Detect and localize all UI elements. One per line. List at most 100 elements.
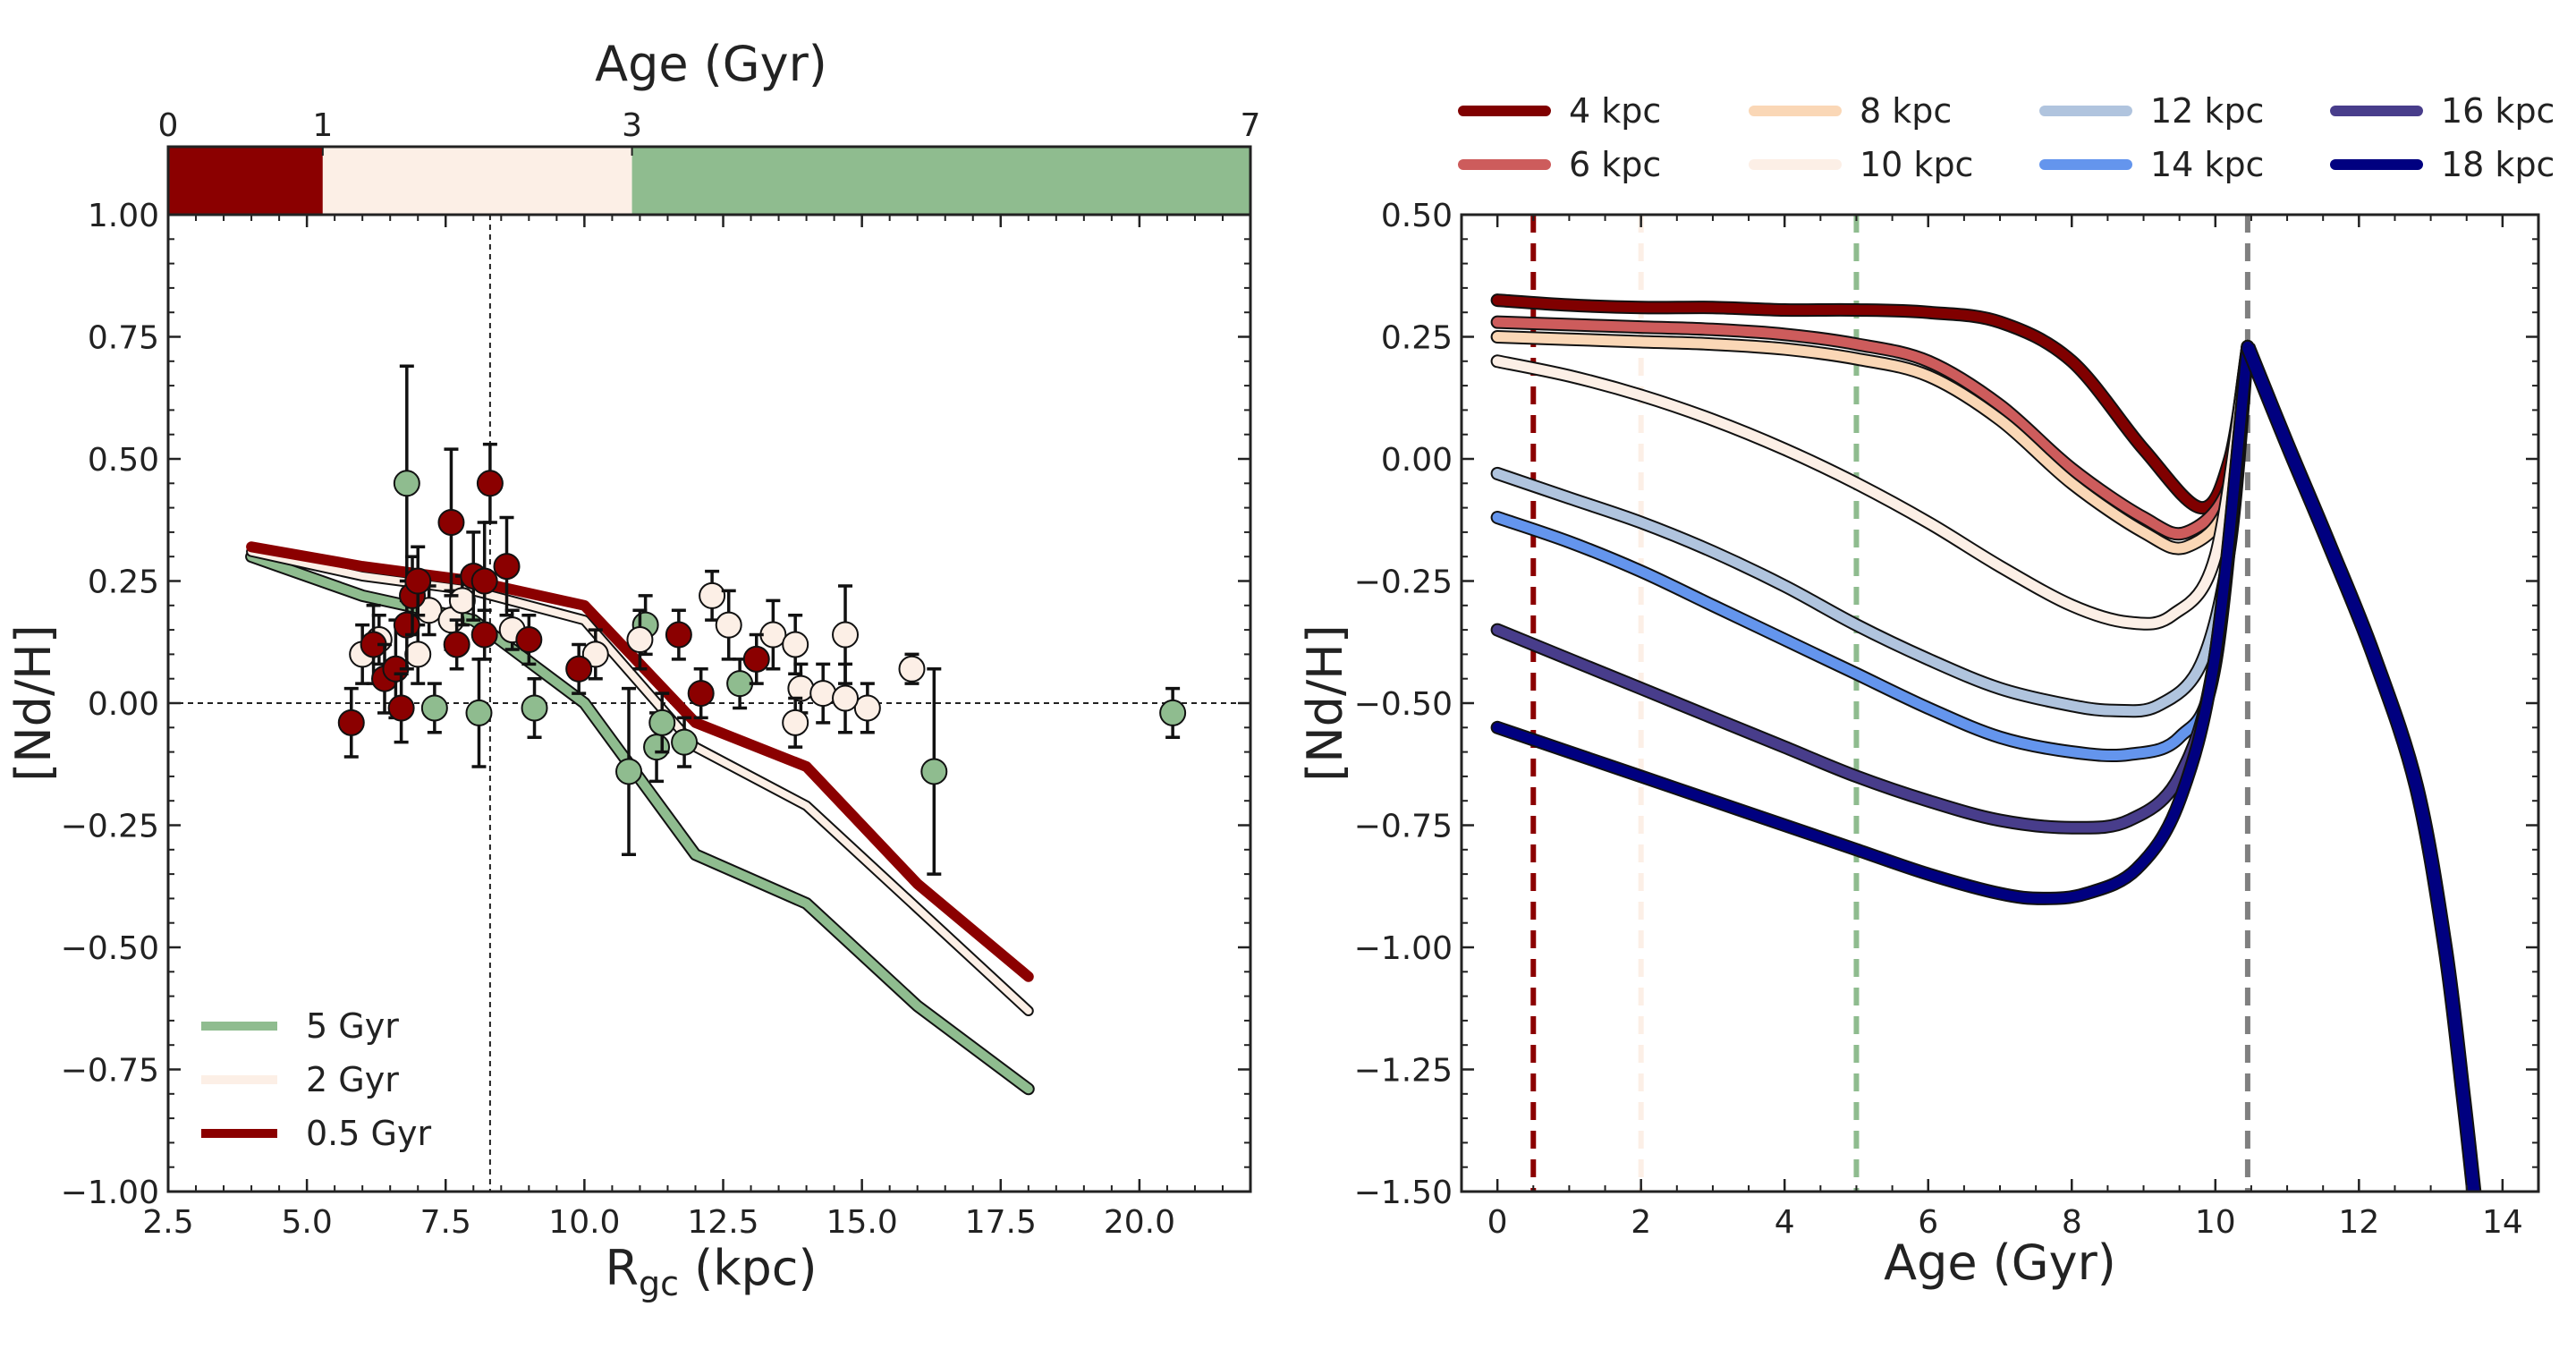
data-point-marker <box>853 694 881 722</box>
x-tick-label: 2.5 <box>142 1204 193 1241</box>
right-panel: 4 kpc 6 kpc 8 kpc 10 kpc 12 kpc 14 kpc 16 kpc 1… <box>1297 91 2555 1291</box>
data-point <box>898 652 926 685</box>
left-axis-ticks: 2.5 5.0 7.5 10.0 12.5 15.0 17.5 20.0 −1.00 −0.75 −… <box>61 198 1251 1241</box>
y-tick-label: −1.00 <box>1354 930 1453 967</box>
data-point-marker <box>648 708 676 736</box>
legend-label: 16 kpc <box>2441 91 2555 131</box>
age-track-line <box>1492 341 2253 904</box>
data-point <box>687 667 715 720</box>
data-point-marker <box>809 680 837 708</box>
legend-label: 18 kpc <box>2441 145 2555 184</box>
y-tick-label: −0.50 <box>61 930 159 967</box>
age-bar-tick-label: 1 <box>312 107 333 144</box>
data-point <box>626 608 654 671</box>
data-point-marker <box>515 626 543 654</box>
data-point-marker <box>671 728 699 756</box>
legend-label: 6 kpc <box>1569 145 1661 184</box>
age-track-line <box>1492 295 2253 513</box>
data-point-marker <box>565 655 593 683</box>
y-tick-label: −1.50 <box>1354 1175 1453 1211</box>
legend-label: 12 kpc <box>2150 91 2264 131</box>
data-point-marker <box>782 708 809 736</box>
data-point <box>420 682 448 734</box>
data-point-marker <box>465 699 493 726</box>
data-point-marker <box>615 758 643 785</box>
data-point-marker <box>387 694 415 722</box>
common-tail-outline <box>2241 344 2482 1192</box>
data-point <box>470 608 498 661</box>
age-bar-title: Age (Gyr) <box>595 36 827 92</box>
data-point-marker <box>443 631 470 658</box>
data-point <box>742 632 770 685</box>
y-tick-label: 0.00 <box>1381 442 1453 479</box>
data-point <box>671 716 699 768</box>
data-point <box>832 662 860 734</box>
y-tick-label: 0.75 <box>88 320 159 357</box>
model-line-2Gyr <box>248 547 1032 1014</box>
data-point <box>565 642 593 695</box>
x-tick-label: 20.0 <box>1104 1204 1175 1241</box>
x-tick-label: 4 <box>1775 1204 1795 1241</box>
x-tick-label: 6 <box>1918 1204 1938 1241</box>
x-tick-label: 12.5 <box>687 1204 758 1241</box>
x-tick-label: 7.5 <box>420 1204 471 1241</box>
data-point-marker <box>393 470 420 497</box>
data-point <box>360 604 387 685</box>
data-point <box>853 682 881 734</box>
data-point <box>726 658 754 710</box>
data-point <box>920 667 948 876</box>
y-tick-label: −1.25 <box>1354 1053 1453 1090</box>
y-tick-label: 0.25 <box>88 564 159 601</box>
data-point <box>393 364 420 603</box>
age-track-line <box>1492 332 2253 554</box>
data-point-marker <box>726 670 754 698</box>
x-tick-label: 14 <box>2482 1204 2523 1241</box>
data-point-marker <box>782 631 809 658</box>
left-y-axis-title: [Nd/H] <box>5 624 62 782</box>
y-tick-label: −0.50 <box>1354 686 1453 723</box>
data-point <box>1159 686 1187 739</box>
data-point <box>665 608 692 661</box>
data-point-marker <box>420 694 448 722</box>
data-point-marker <box>448 587 476 615</box>
data-point-marker <box>742 645 770 673</box>
data-point-marker <box>687 680 715 708</box>
right-plot-frame <box>1460 213 2540 1193</box>
right-model-lines <box>1490 293 2482 1192</box>
age-track-line <box>1492 341 2253 629</box>
common-tail-line <box>2241 344 2480 1192</box>
data-point-marker <box>699 581 726 609</box>
data-point <box>437 447 465 598</box>
left-x-axis-title: Rgc (kpc) <box>605 1240 817 1303</box>
data-point <box>648 691 676 754</box>
age-bar-tick-label: 0 <box>158 107 179 144</box>
age-track-outline <box>1490 339 2255 763</box>
y-tick-label: −0.75 <box>1354 809 1453 845</box>
data-point <box>699 569 726 622</box>
data-point <box>809 662 837 725</box>
y-tick-label: −1.00 <box>61 1175 159 1211</box>
data-point-marker <box>1159 699 1187 726</box>
age-bar: 0 1 3 7 <box>158 107 1260 216</box>
right-axis-ticks: 0 2 4 6 8 10 12 14 −1.50 −1.25 −1.00 −0.75 −0.50 −0.2… <box>1354 198 2539 1241</box>
left-data-points <box>337 364 1187 876</box>
y-tick-label: −0.25 <box>61 809 159 845</box>
data-point <box>759 598 787 671</box>
data-point <box>493 515 521 617</box>
left-x-axis-title-unit: (kpc) <box>679 1240 818 1296</box>
data-point-marker <box>404 641 432 668</box>
x-tick-label: 0 <box>1487 1204 1508 1241</box>
data-point-marker <box>643 734 671 761</box>
x-tick-label: 10 <box>2195 1204 2236 1241</box>
data-point-marker <box>476 470 504 497</box>
x-tick-label: 10.0 <box>548 1204 620 1241</box>
legend-label: 4 kpc <box>1569 91 1661 131</box>
y-tick-label: 0.50 <box>1381 198 1453 234</box>
x-tick-label: 2 <box>1631 1204 1651 1241</box>
x-tick-label: 5.0 <box>281 1204 332 1241</box>
data-point <box>787 662 815 715</box>
age-bar-tick-label: 3 <box>622 107 642 144</box>
data-point-marker <box>437 508 465 536</box>
left-x-axis-title-main: R <box>605 1240 639 1296</box>
y-tick-label: 1.00 <box>88 198 159 234</box>
